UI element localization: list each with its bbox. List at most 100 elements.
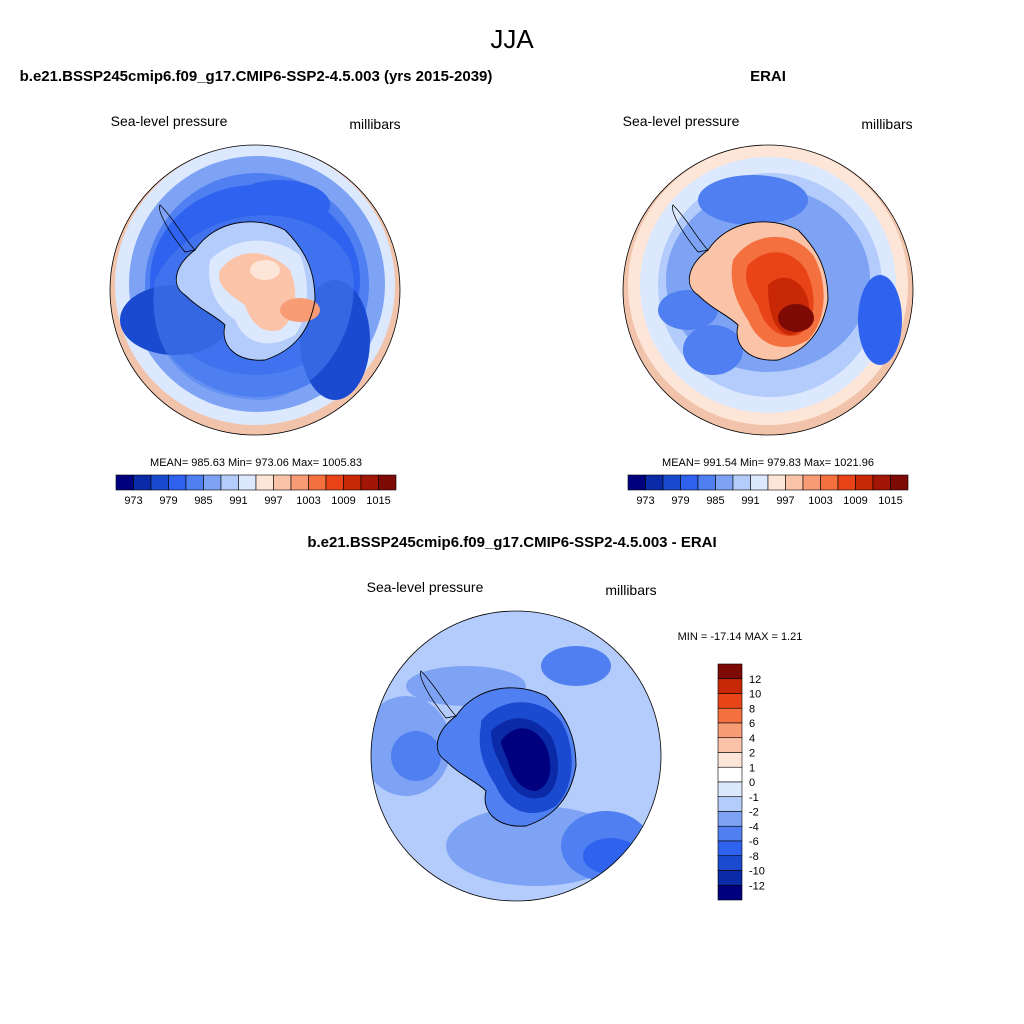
colorbar-model-tick-label: 979 [159, 495, 177, 507]
colorbar-obs-box [697, 474, 716, 491]
colorbar-diff-box [717, 811, 743, 827]
colorbar-diff-boxes [717, 663, 743, 901]
colorbar-model-box [255, 474, 274, 491]
panel-obs-title: ERAI [750, 68, 786, 85]
panel-diff-stats: MIN = -17.14 MAX = 1.21 [678, 631, 803, 643]
panel-diff-left-label: Sea-level pressure [367, 579, 484, 595]
colorbar-diff-tick-label: -2 [749, 807, 759, 819]
colorbar-model-box [185, 474, 204, 491]
colorbar-obs-box [837, 474, 856, 491]
colorbar-obs-tick-label: 1009 [843, 495, 867, 507]
colorbar-model-tick-label: 1015 [366, 495, 390, 507]
panel-model-right-label: millibars [349, 116, 400, 132]
colorbar-obs-tick-label: 1003 [808, 495, 832, 507]
panel-model: b.e21.BSSP245cmip6.f09_g17.CMIP6-SSP2-4.… [20, 68, 493, 507]
colorbar-model-box [133, 474, 152, 491]
colorbar-diff-box [717, 870, 743, 886]
colorbar-obs-boxes [627, 474, 909, 491]
panel-obs-stats: MEAN= 991.54 Min= 979.83 Max= 1021.96 [662, 457, 874, 469]
colorbar-obs-tick-label: 991 [741, 495, 759, 507]
colorbar-model-tick-label: 991 [229, 495, 247, 507]
colorbar-diff-box [717, 825, 743, 842]
colorbar-model: 973 979 985 991 997 1003 1009 1015 [115, 474, 397, 507]
colorbar-diff-box [717, 840, 743, 857]
colorbar-obs-box [750, 474, 769, 491]
colorbar-obs-box [715, 474, 734, 491]
colorbar-diff-tick-label: -10 [749, 866, 765, 878]
colorbar-obs-box [680, 474, 699, 491]
colorbar-diff-tick-label: -6 [749, 836, 759, 848]
colorbar-diff-tick-label: 12 [749, 674, 761, 686]
colorbar-model-tick-label: 997 [264, 495, 282, 507]
colorbar-model-box [150, 474, 169, 491]
colorbar-obs-box [767, 474, 786, 491]
map-obs [622, 144, 914, 436]
panel-diff: b.e21.BSSP245cmip6.f09_g17.CMIP6-SSP2-4.… [307, 534, 803, 902]
colorbar-diff-tick-label: -4 [749, 821, 759, 833]
panel-model-stats: MEAN= 985.63 Min= 973.06 Max= 1005.83 [150, 457, 362, 469]
panel-model-title: b.e21.BSSP245cmip6.f09_g17.CMIP6-SSP2-4.… [20, 68, 493, 85]
colorbar-obs-box [890, 474, 909, 491]
colorbar-model-box [325, 474, 344, 491]
colorbar-obs-tick-label: 979 [671, 495, 689, 507]
colorbar-diff-box [717, 737, 743, 753]
colorbar-diff-box [717, 884, 743, 901]
colorbar-diff-box [717, 707, 743, 724]
colorbar-diff-tick-label: 6 [749, 718, 755, 730]
colorbar-diff-tick-label: 4 [749, 733, 755, 745]
colorbar-obs-tick-label: 985 [706, 495, 724, 507]
page-title: JJA [490, 24, 534, 54]
colorbar-model-box [220, 474, 239, 491]
map-model [109, 144, 401, 436]
colorbar-model-box [378, 474, 397, 491]
colorbar-model-box [203, 474, 222, 491]
colorbar-obs-box [627, 474, 646, 491]
panel-obs-left-label: Sea-level pressure [623, 113, 740, 129]
colorbar-diff-tick-label: 1 [749, 762, 755, 774]
colorbar-obs-box [662, 474, 681, 491]
panel-diff-title: b.e21.BSSP245cmip6.f09_g17.CMIP6-SSP2-4.… [307, 534, 716, 551]
colorbar-diff-tick-label: -1 [749, 792, 759, 804]
colorbar-obs-box [732, 474, 751, 491]
colorbar-obs: 973 979 985 991 997 1003 1009 1015 [627, 474, 909, 507]
colorbar-diff-tick-label: 8 [749, 703, 755, 715]
colorbar-diff-box [717, 693, 743, 709]
colorbar-obs-box [820, 474, 839, 491]
colorbar-diff-box [717, 766, 743, 783]
colorbar-diff-box [717, 678, 743, 694]
colorbar-model-boxes [115, 474, 397, 491]
map-diff [370, 610, 662, 902]
panel-obs-right-label: millibars [861, 116, 912, 132]
colorbar-model-box [238, 474, 257, 491]
colorbar-diff-box [717, 855, 743, 871]
colorbar-diff-box [717, 722, 743, 739]
colorbar-model-box [273, 474, 292, 491]
colorbar-model-labels: 973 979 985 991 997 1003 1009 1015 [124, 495, 390, 507]
panel-diff-right-label: millibars [605, 582, 656, 598]
colorbar-model-box [115, 474, 134, 491]
colorbar-model-box [308, 474, 327, 491]
colorbar-model-tick-label: 985 [194, 495, 212, 507]
colorbar-model-box [290, 474, 309, 491]
colorbar-model-box [168, 474, 187, 491]
colorbar-diff-tick-label: -12 [749, 880, 765, 892]
panel-model-left-label: Sea-level pressure [111, 113, 228, 129]
colorbar-model-box [343, 474, 362, 491]
colorbar-diff-tick-label: 10 [749, 689, 761, 701]
colorbar-obs-tick-label: 973 [636, 495, 654, 507]
colorbar-diff-tick-label: 0 [749, 777, 755, 789]
colorbar-obs-tick-label: 997 [776, 495, 794, 507]
colorbar-model-tick-label: 973 [124, 495, 142, 507]
colorbar-obs-tick-label: 1015 [878, 495, 902, 507]
colorbar-diff-tick-label: 2 [749, 748, 755, 760]
colorbar-obs-box [645, 474, 664, 491]
colorbar-obs-box [802, 474, 821, 491]
colorbar-diff-box [717, 781, 743, 798]
colorbar-diff-box [717, 752, 743, 768]
colorbar-obs-box [872, 474, 891, 491]
colorbar-obs-box [855, 474, 874, 491]
colorbar-obs-labels: 973 979 985 991 997 1003 1009 1015 [636, 495, 902, 507]
